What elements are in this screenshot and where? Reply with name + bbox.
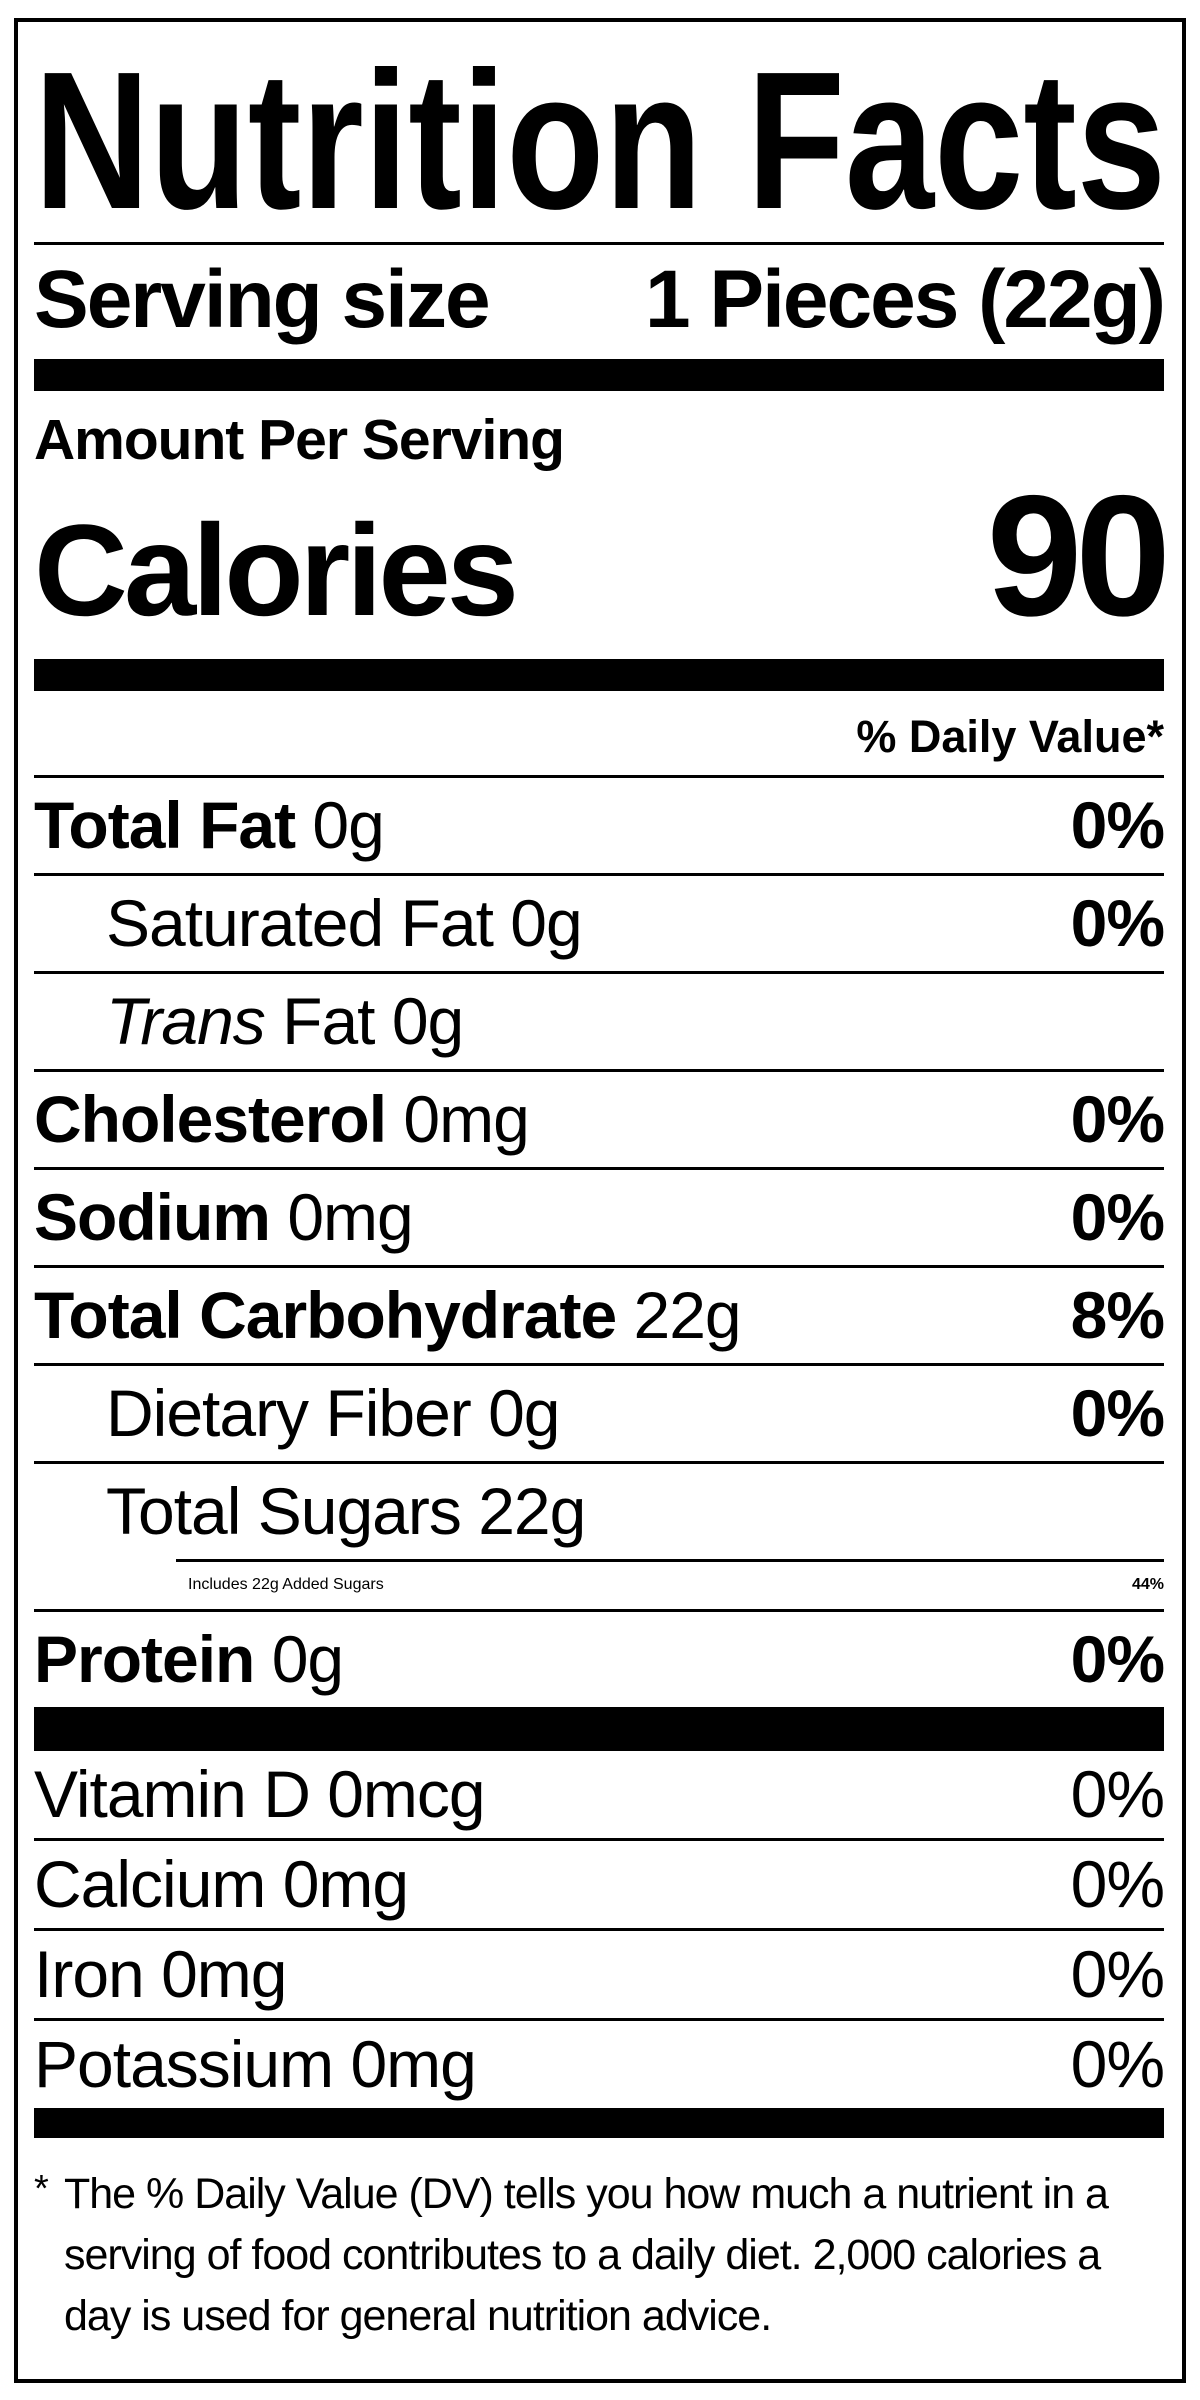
serving-size-value: 1 Pieces (22g) [645, 254, 1166, 345]
nutrient-name: Saturated Fat 0g [34, 890, 583, 956]
nutrient-name: Total Fat 0g [34, 792, 385, 858]
nutrient-name: Cholesterol 0mg [34, 1086, 530, 1152]
daily-value-percent: 0% [1070, 2026, 1165, 2101]
nutrient-amount: 0g [254, 1621, 344, 1696]
nutrient-name-bold: Sodium [34, 1179, 271, 1254]
calories-value: 90 [986, 460, 1171, 652]
nutrition-facts-label: Nutrition Facts Serving size 1 Pieces (2… [14, 18, 1186, 2383]
nutrient-name: Calcium 0mg [34, 1851, 409, 1917]
footnote-asterisk: * [34, 2167, 49, 2210]
nutrient-name: Protein 0g [34, 1626, 344, 1692]
daily-value-header: % Daily Value* [34, 691, 1164, 778]
title-block: Nutrition Facts [34, 30, 1166, 245]
nutrient-name: Vitamin D 0mcg [34, 1761, 486, 1827]
row-total-fat: Total Fat 0g 0% [34, 778, 1165, 876]
nutrient-name: Iron 0mg [34, 1941, 287, 2007]
daily-value-percent: 0% [1070, 1846, 1165, 1921]
nutrient-name-bold: Total Fat [34, 787, 296, 862]
nutrient-name-bold: Cholesterol [34, 1081, 387, 1156]
serving-size-row: Serving size 1 Pieces (22g) [34, 245, 1166, 359]
nutrient-amount: 0g [295, 787, 384, 862]
nutrient-amount: Iron 0mg [34, 1936, 287, 2011]
amount-per-serving-label: Amount Per Serving [34, 408, 565, 472]
row-iron: Iron 0mg 0% [34, 1931, 1165, 2021]
daily-value-percent: 0% [1070, 885, 1165, 960]
divider-bar-thick [34, 2107, 1164, 2138]
row-potassium: Potassium 0mg 0% [34, 2021, 1165, 2108]
daily-value-percent: 0% [1070, 1375, 1165, 1450]
daily-value-percent: 0% [1070, 1179, 1165, 1254]
row-trans-fat: Trans Fat 0g [34, 974, 1164, 1072]
label-title: Nutrition Facts [34, 34, 1166, 240]
daily-value-percent: 0% [1070, 1621, 1165, 1696]
daily-value-percent: 8% [1070, 1277, 1165, 1352]
daily-value-percent: 0% [1070, 1756, 1165, 1831]
nutrient-amount: Dietary Fiber 0g [106, 1375, 561, 1450]
row-added-sugars: Includes 22g Added Sugars 44% [34, 1558, 1164, 1612]
nutrient-name: Total Carbohydrate 22g [34, 1282, 742, 1348]
nutrient-amount: Vitamin D 0mcg [34, 1756, 486, 1831]
divider-bar-thick [34, 359, 1164, 391]
nutrient-amount: Saturated Fat 0g [106, 885, 583, 960]
nutrient-amount: 22g [616, 1277, 742, 1352]
divider-bar-thick [34, 658, 1164, 691]
nutrient-name-italic: Trans [106, 983, 266, 1058]
calories-label: Calories [34, 497, 519, 643]
divider-bar-thick [34, 1706, 1164, 1751]
added-sugars-inner: Includes 22g Added Sugars 44% [176, 1558, 1164, 1609]
nutrient-amount: 0mg [386, 1081, 529, 1156]
serving-size-label: Serving size [34, 254, 491, 345]
daily-value-percent: 0% [1070, 787, 1165, 862]
nutrient-name: Potassium 0mg [34, 2031, 477, 2097]
nutrient-name-bold: Total Carbohydrate [34, 1277, 617, 1352]
row-protein: Protein 0g 0% [34, 1612, 1165, 1707]
footnote-text: The % Daily Value (DV) tells you how muc… [64, 2164, 1164, 2347]
label-title-text: Nutrition Facts [34, 34, 1166, 240]
footnote-line: day is used for general nutrition advice… [64, 2291, 772, 2340]
row-saturated-fat: Saturated Fat 0g 0% [34, 876, 1165, 974]
nutrient-amount: 0mg [270, 1179, 413, 1254]
footnote: * The % Daily Value (DV) tells you how m… [34, 2164, 1164, 2347]
nutrient-name-bold: Protein [34, 1621, 255, 1696]
row-total-carbohydrate: Total Carbohydrate 22g 8% [34, 1268, 1165, 1366]
row-calcium: Calcium 0mg 0% [34, 1841, 1165, 1931]
calories-row: Calories 90 [34, 460, 1171, 652]
nutrient-amount: Fat 0g [264, 983, 464, 1058]
nutrient-name: Trans Fat 0g [34, 988, 464, 1054]
daily-value-percent: 44% [1131, 1575, 1164, 1593]
nutrient-name: Includes 22g Added Sugars [188, 1576, 384, 1594]
daily-value-percent: 0% [1070, 1936, 1165, 2011]
row-sodium: Sodium 0mg 0% [34, 1170, 1165, 1268]
nutrient-amount: Includes 22g Added Sugars [188, 1575, 384, 1593]
row-total-sugars: Total Sugars 22g [34, 1464, 1164, 1559]
footnote-line: serving of food contributes to a daily d… [64, 2230, 1101, 2279]
nutrient-name: Total Sugars 22g [34, 1478, 586, 1544]
nutrient-amount: Total Sugars 22g [106, 1473, 586, 1548]
row-dietary-fiber: Dietary Fiber 0g 0% [34, 1366, 1165, 1464]
daily-value-percent: 0% [1070, 1081, 1165, 1156]
nutrient-name: Sodium 0mg [34, 1184, 414, 1250]
row-vitamin-d: Vitamin D 0mcg 0% [34, 1751, 1165, 1841]
nutrient-amount: Calcium 0mg [34, 1846, 409, 1921]
nutrient-amount: Potassium 0mg [34, 2026, 477, 2101]
footnote-line: The % Daily Value (DV) tells you how muc… [64, 2169, 1109, 2218]
nutrient-name: Dietary Fiber 0g [34, 1380, 561, 1446]
row-cholesterol: Cholesterol 0mg 0% [34, 1072, 1165, 1170]
